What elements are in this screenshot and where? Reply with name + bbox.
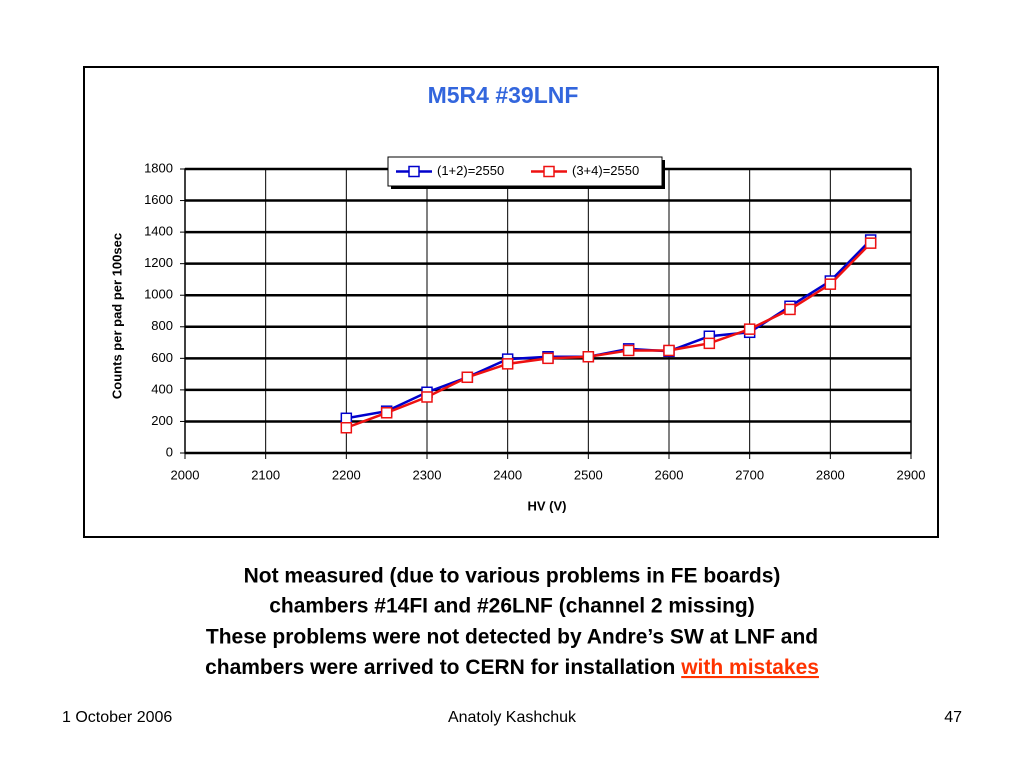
note-line: These problems were not detected by Andr… xyxy=(206,626,818,649)
y-tick-label: 200 xyxy=(151,413,173,428)
chart-title: M5R4 #39LNF xyxy=(428,82,579,108)
note-line: chambers #14FI and #26LNF (channel 2 mis… xyxy=(269,595,755,618)
series-line xyxy=(345,242,872,429)
series-marker xyxy=(784,303,796,316)
footer-author: Anatoly Kashchuk xyxy=(448,709,577,726)
y-tick-label: 1000 xyxy=(144,287,173,302)
series-marker xyxy=(542,352,554,365)
x-tick-label: 2100 xyxy=(251,467,280,482)
x-tick-label: 2400 xyxy=(493,467,522,482)
series-marker xyxy=(421,391,433,403)
x-tick-label: 2900 xyxy=(897,467,926,482)
y-axis-label: Counts per pad per 100sec xyxy=(109,233,124,399)
footer-page: 47 xyxy=(944,709,962,726)
x-tick-label: 2000 xyxy=(171,467,200,482)
legend-marker xyxy=(408,165,420,178)
y-tick-label: 1600 xyxy=(144,192,173,207)
legend-label: (1+2)=2550 xyxy=(437,163,504,178)
y-tick-label: 400 xyxy=(151,381,173,396)
legend xyxy=(387,156,663,187)
x-tick-label: 2300 xyxy=(413,467,442,482)
series-marker xyxy=(501,358,514,370)
x-tick-label: 2600 xyxy=(655,467,684,482)
series-marker xyxy=(743,323,756,335)
series-marker xyxy=(461,371,474,384)
x-tick-label: 2800 xyxy=(816,467,845,482)
x-tick-label: 2700 xyxy=(735,467,764,482)
series-marker xyxy=(340,422,353,434)
y-tick-label: 0 xyxy=(166,444,173,459)
series-marker xyxy=(663,344,675,357)
plot-area xyxy=(184,168,912,454)
y-tick-label: 1200 xyxy=(144,255,173,270)
y-tick-label: 1800 xyxy=(144,160,173,175)
y-tick-label: 800 xyxy=(151,318,173,333)
x-tick-label: 2200 xyxy=(332,467,361,482)
footer-date: 1 October 2006 xyxy=(62,709,172,726)
series-marker xyxy=(864,237,877,249)
series-marker xyxy=(824,278,837,290)
series-marker xyxy=(380,407,393,419)
note-highlight: with mistakes xyxy=(680,656,819,679)
x-tick-label: 2500 xyxy=(574,467,603,482)
x-axis-label: HV (V) xyxy=(528,498,567,513)
legend-label: (3+4)=2550 xyxy=(572,163,639,178)
y-tick-label: 1400 xyxy=(144,224,173,239)
series-marker xyxy=(703,337,716,350)
series-marker xyxy=(340,412,353,425)
note-text: chambers were arrived to CERN for instal… xyxy=(205,656,681,679)
series-marker xyxy=(622,344,635,357)
note-line: Not measured (due to various problems in… xyxy=(244,565,781,588)
legend-marker xyxy=(543,165,555,178)
note-line: chambers were arrived to CERN for instal… xyxy=(205,656,819,679)
y-tick-label: 600 xyxy=(151,350,173,365)
series-marker xyxy=(582,351,595,363)
